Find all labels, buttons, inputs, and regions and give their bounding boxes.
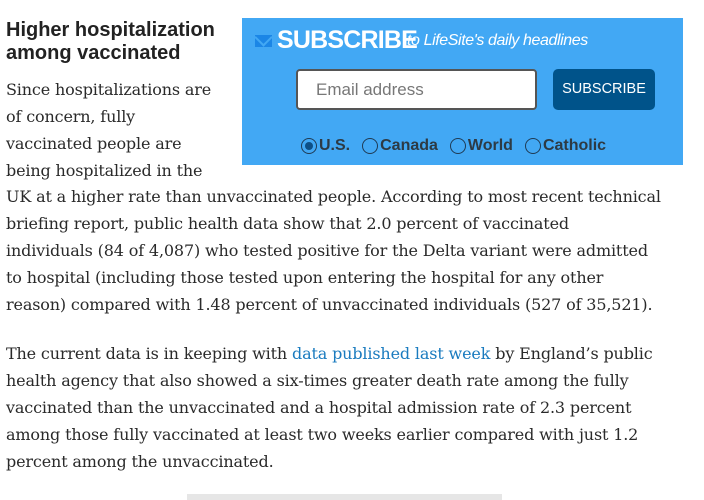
radio-checked-icon[interactable] [301,138,317,154]
paragraph-line: of concern, fully [6,107,136,126]
radio-icon[interactable] [449,138,466,154]
radio-world[interactable]: World [449,137,513,155]
data-published-link[interactable]: data published last week [292,344,491,363]
text: The current data is in keeping with [6,344,292,363]
paragraph-line: percent among the unvaccinated. [6,452,274,471]
radio-label: Catholic [542,137,607,154]
radio-icon[interactable] [524,138,541,154]
paragraph-line: to hospital (including those tested upon… [6,268,604,287]
text: by England’s public [490,344,653,363]
paragraph-line: UK at a higher rate than unvaccinated pe… [6,187,661,206]
paragraph-line: vaccinated people are [6,134,182,153]
article-heading: Higher hospitalization among vaccinated [6,19,215,65]
radio-label: World [467,137,513,154]
paragraph-line: Since hospitalizations are [6,80,212,99]
paragraph-line: briefing report, public health data show… [6,214,569,233]
heading-line: Higher hospitalization [6,19,215,41]
paragraph-line: among those fully vaccinated at least tw… [6,425,639,444]
radio-us[interactable]: U.S. [301,137,350,155]
radio-canada[interactable]: Canada [362,137,438,155]
ad-placeholder [187,494,502,500]
envelope-icon [255,35,272,47]
subscribe-box: SUBSCRIBE to LifeSite's daily headlines … [242,18,683,165]
paragraph-line: vaccinated than the unvaccinated and a h… [6,398,632,417]
subscribe-title: SUBSCRIBE [277,26,418,54]
radio-label: U.S. [319,137,351,154]
edition-radio-group: U.S. Canada World Catholic [301,137,606,155]
paragraph-line: The current data is in keeping with data… [6,344,653,363]
radio-label: Canada [380,137,438,154]
paragraph-line: reason) compared with 1.48 percent of un… [6,295,653,314]
heading-line: among vaccinated [6,42,181,64]
radio-icon[interactable] [362,138,379,154]
email-input[interactable]: Email address [296,69,537,110]
paragraph-line: individuals (84 of 4,087) who tested pos… [6,241,648,260]
subscribe-tagline: to LifeSite's daily headlines [407,32,588,49]
paragraph-line: health agency that also showed a six-tim… [6,371,629,390]
radio-catholic[interactable]: Catholic [524,137,607,155]
paragraph-line: being hospitalized in the [6,161,203,180]
subscribe-button[interactable]: SUBSCRIBE [553,69,655,110]
